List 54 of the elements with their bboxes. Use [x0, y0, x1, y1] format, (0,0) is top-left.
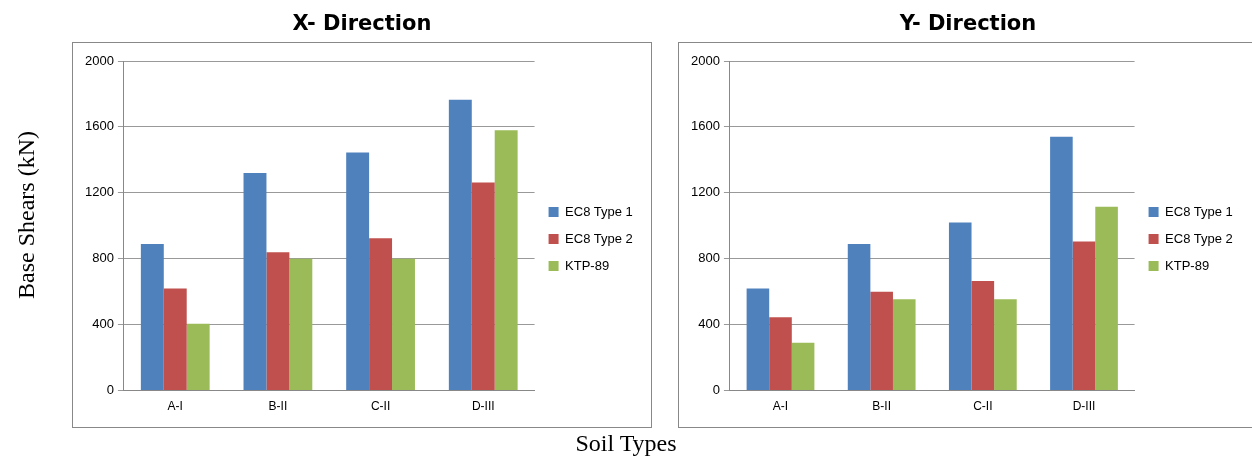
y-tick-label: 1600	[85, 118, 114, 134]
x-tick-label: C-II	[370, 399, 391, 414]
legend-label: EC8 Type 1	[565, 203, 633, 219]
y-tick-label: 1600	[691, 118, 720, 134]
bar	[289, 258, 313, 391]
bar	[1072, 241, 1096, 391]
bar	[448, 99, 472, 391]
x-axis-title: Soil Types	[574, 429, 678, 458]
bar	[994, 299, 1017, 391]
x-tick-label: D-III	[1072, 399, 1096, 414]
bar	[346, 152, 370, 391]
bar	[847, 243, 871, 391]
bar	[746, 288, 770, 391]
bar	[971, 281, 995, 391]
bar	[471, 182, 495, 391]
y-tick-label: 2000	[85, 52, 114, 68]
legend-label: EC8 Type 2	[1165, 230, 1233, 246]
bar	[266, 252, 290, 391]
y-tick-label: 1200	[85, 184, 114, 200]
bar	[948, 222, 972, 391]
bar	[186, 323, 210, 391]
y-axis-title: Base Shears (kN)	[12, 131, 40, 299]
legend-label: EC8 Type 1	[1165, 203, 1233, 219]
x-tick-label: C-II	[973, 399, 993, 414]
bar	[1095, 206, 1118, 391]
y-tick-label: 0	[106, 382, 114, 398]
bar	[369, 238, 393, 391]
y-tick-label: 400	[698, 316, 720, 332]
y-tick-label: 800	[92, 250, 114, 266]
bar	[791, 342, 815, 391]
bar	[769, 317, 792, 391]
legend-label: KTP-89	[1165, 257, 1210, 273]
x-tick-label: D-III	[471, 399, 495, 414]
x-tick-label: B-II	[872, 399, 891, 414]
chart-title: X- Direction	[291, 10, 433, 36]
x-tick-label: A-I	[167, 399, 183, 414]
bar	[892, 299, 916, 391]
bar	[1050, 136, 1073, 391]
legend-label: EC8 Type 2	[565, 230, 633, 246]
bar	[163, 288, 187, 391]
legend-label: KTP-89	[565, 257, 610, 273]
chart-title: Y- Direction	[898, 10, 1038, 36]
x-tick-label: B-II	[268, 399, 288, 414]
y-tick-label: 800	[698, 250, 720, 266]
bar	[140, 243, 164, 391]
y-tick-label: 0	[712, 382, 720, 398]
x-tick-label: A-I	[772, 399, 789, 414]
bar	[494, 130, 518, 391]
y-tick-label: 1200	[691, 184, 720, 200]
y-tick-label: 2000	[691, 52, 720, 68]
bar	[243, 173, 267, 391]
y-tick-label: 400	[92, 316, 114, 332]
bar	[392, 258, 415, 391]
bar	[870, 291, 893, 391]
